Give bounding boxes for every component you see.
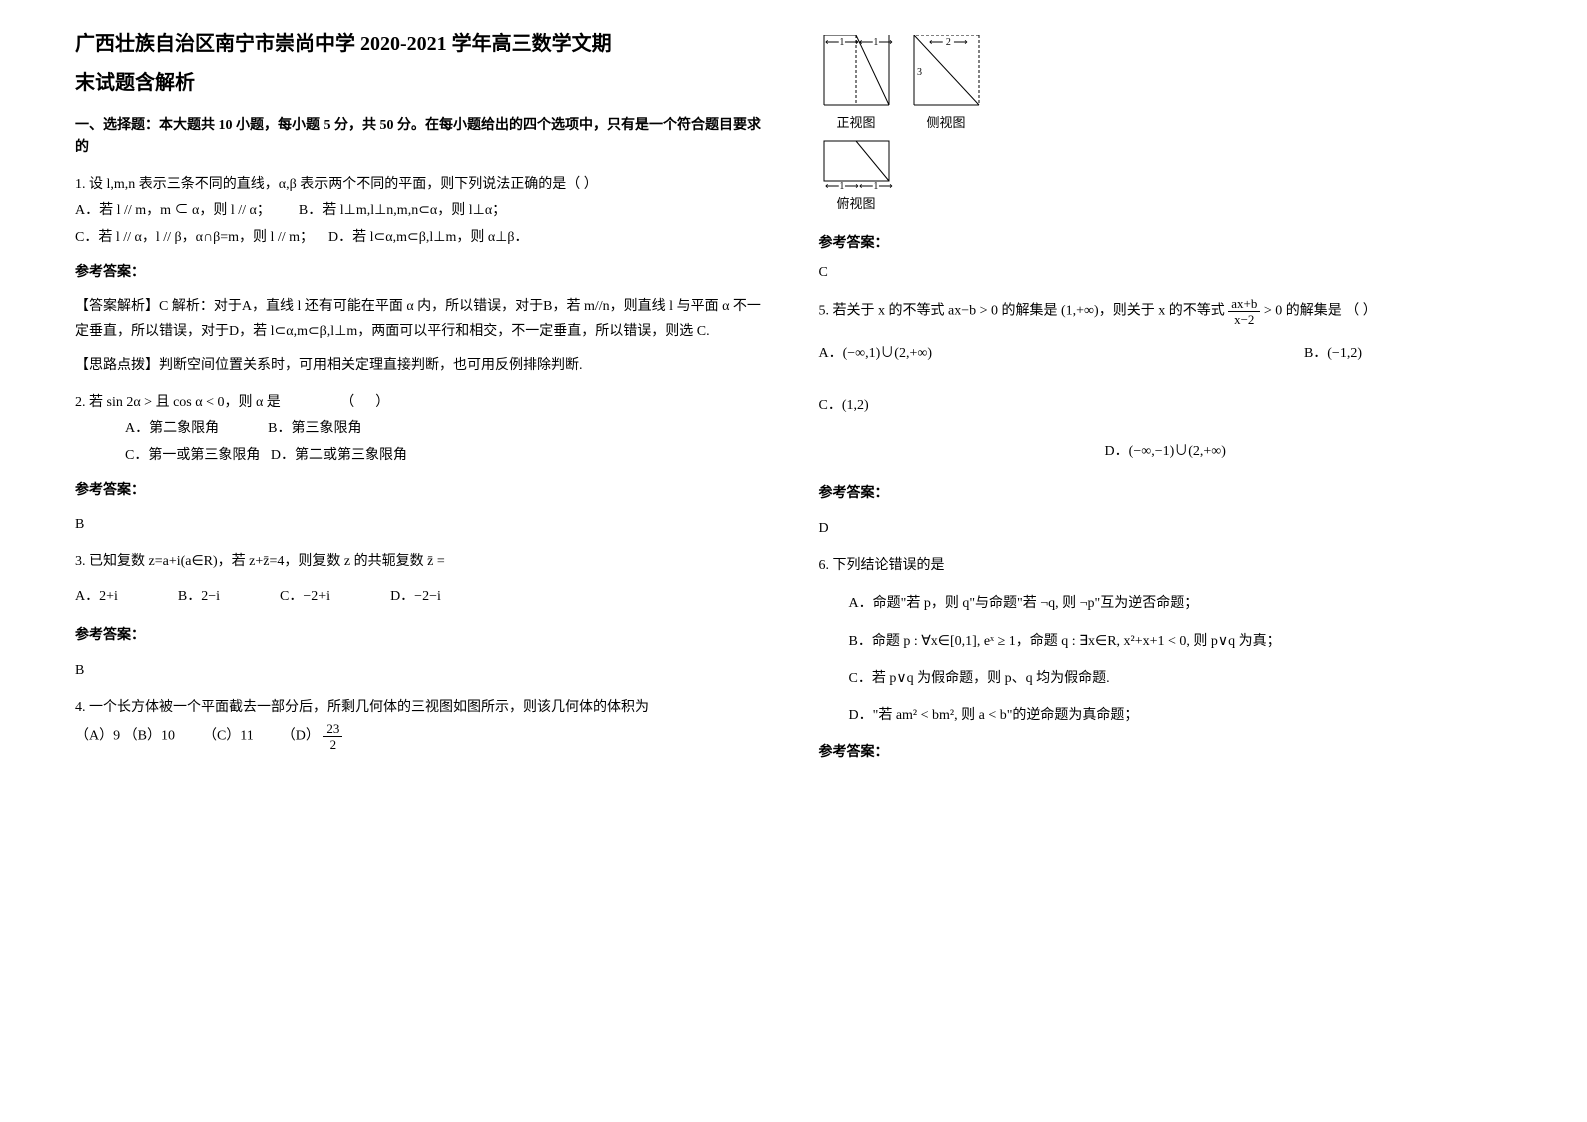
q3-option-c: C．−2+i xyxy=(280,584,330,611)
q1-option-d: D．若 l⊂α,m⊂β,l⊥m，则 α⊥β． xyxy=(328,230,528,245)
question-3: 3. 已知复数 z=a+i(a∈R)，若 z+z̄=4，则复数 z 的共轭复数 … xyxy=(75,549,769,683)
question-5: 5. 若关于 x 的不等式 ax−b > 0 的解集是 (1,+∞)，则关于 x… xyxy=(819,297,1513,541)
top-view-label: 俯视图 xyxy=(836,193,875,212)
q3-text: 3. 已知复数 z=a+i(a∈R)，若 z+z̄=4，则复数 z 的共轭复数 … xyxy=(75,549,769,576)
q5-option-d: D．(−∞,−1)∪(2,+∞) xyxy=(819,439,1513,466)
q2-answer: B xyxy=(75,512,769,537)
q4-option-a: （A）9 xyxy=(75,729,120,744)
q5-fraction: ax+b x−2 xyxy=(1228,297,1260,326)
q5-text-suffix: > 0 的解集是 （ ） xyxy=(1264,304,1377,319)
question-1: 1. 设 l,m,n 表示三条不同的直线，α,β 表示两个不同的平面，则下列说法… xyxy=(75,172,769,378)
svg-text:⟵1⟶: ⟵1⟶ xyxy=(825,181,859,191)
q6-option-c: C．若 p∨q 为假命题，则 p、q 均为假命题. xyxy=(819,666,1513,691)
q1-option-b: B．若 l⊥m,l⊥n,m,n⊂α，则 l⊥α； xyxy=(299,203,506,218)
section-header: 一、选择题：本大题共 10 小题，每小题 5 分，共 50 分。在每小题给出的四… xyxy=(75,115,769,160)
q4-option-c: （C）11 xyxy=(203,729,254,744)
top-view-svg: ⟵1⟶ ⟵1⟶ xyxy=(819,136,894,191)
front-view-label: 正视图 xyxy=(836,112,875,131)
svg-text:3: 3 xyxy=(917,67,922,78)
title-line2: 末试题含解析 xyxy=(75,66,769,95)
q3-option-a: A．2+i xyxy=(75,584,118,611)
q5-text-prefix: 5. 若关于 x 的不等式 ax−b > 0 的解集是 (1,+∞)，则关于 x… xyxy=(819,304,1229,319)
q6-text: 6. 下列结论错误的是 xyxy=(819,553,1513,580)
left-column: 广西壮族自治区南宁市崇尚中学 2020-2021 学年高三数学文期 末试题含解析… xyxy=(50,30,794,1092)
svg-text:⟵1⟶: ⟵1⟶ xyxy=(825,37,859,48)
title-line1: 广西壮族自治区南宁市崇尚中学 2020-2021 学年高三数学文期 xyxy=(75,30,769,58)
q3-answer: B xyxy=(75,658,769,683)
q5-option-a: A．(−∞,1)∪(2,+∞) xyxy=(819,346,933,361)
q4-answer-label: 参考答案： xyxy=(819,232,1513,252)
side-view-svg: ⟵ 2 ⟶ 3 xyxy=(909,35,984,110)
svg-text:⟵1⟶: ⟵1⟶ xyxy=(859,37,893,48)
q2-option-d: D．第二或第三象限角 xyxy=(271,448,407,463)
question-6: 6. 下列结论错误的是 A．命题"若 p，则 q"与命题"若 ¬q, 则 ¬p"… xyxy=(819,553,1513,767)
q5-answer-label: 参考答案： xyxy=(819,481,1513,508)
q4-option-d-prefix: （D） xyxy=(282,729,320,744)
q6-option-a: A．命题"若 p，则 q"与命题"若 ¬q, 则 ¬p"互为逆否命题； xyxy=(819,591,1513,616)
three-views-diagram: ⟵1⟶ ⟵1⟶ 正视图 ⟵ 2 ⟶ 3 侧视图 xyxy=(819,35,1513,217)
q1-answer-label: 参考答案： xyxy=(75,260,769,287)
q6-option-b: B．命题 p : ∀x∈[0,1], eˣ ≥ 1，命题 q : ∃x∈R, x… xyxy=(819,629,1513,654)
q6-answer-label: 参考答案： xyxy=(819,740,1513,767)
svg-text:⟵1⟶: ⟵1⟶ xyxy=(859,181,893,191)
q1-analysis-1: 【答案解析】C 解析：对于A，直线 l 还有可能在平面 α 内，所以错误，对于B… xyxy=(75,294,769,344)
q5-answer: D xyxy=(819,516,1513,541)
q2-option-b: B．第三象限角 xyxy=(268,421,361,436)
q3-option-d: D．−2−i xyxy=(390,584,441,611)
question-2: 2. 若 sin 2α > 且 cos α < 0，则 α 是 （ ） A．第二… xyxy=(75,390,769,538)
q1-analysis-2: 【思路点拨】判断空间位置关系时，可用相关定理直接判断，也可用反例排除判断. xyxy=(75,353,769,378)
q2-option-c: C．第一或第三象限角 xyxy=(125,448,260,463)
front-view-box: ⟵1⟶ ⟵1⟶ 正视图 xyxy=(819,35,894,131)
q3-answer-label: 参考答案： xyxy=(75,623,769,650)
right-column: ⟵1⟶ ⟵1⟶ 正视图 ⟵ 2 ⟶ 3 侧视图 xyxy=(794,30,1538,1092)
svg-text:⟵ 2 ⟶: ⟵ 2 ⟶ xyxy=(929,37,968,48)
front-view-svg: ⟵1⟶ ⟵1⟶ xyxy=(819,35,894,110)
q5-option-b: B．(−1,2) xyxy=(1304,341,1362,368)
q2-text: 2. 若 sin 2α > 且 cos α < 0，则 α 是 xyxy=(75,395,281,410)
q1-option-c: C．若 l // α，l // β，α∩β=m，则 l // m； xyxy=(75,230,314,245)
q2-option-a: A．第二象限角 xyxy=(125,421,219,436)
q4-option-d-fraction: 23 2 xyxy=(323,722,342,751)
q4-answer: C xyxy=(819,260,1513,285)
side-view-box: ⟵ 2 ⟶ 3 侧视图 xyxy=(909,35,984,131)
q5-option-c: C．(1,2) xyxy=(819,393,1513,420)
q1-text: 1. 设 l,m,n 表示三条不同的直线，α,β 表示两个不同的平面，则下列说法… xyxy=(75,172,769,199)
q4-text: 4. 一个长方体被一个平面截去一部分后，所剩几何体的三视图如图所示，则该几何体的… xyxy=(75,695,769,722)
q6-option-d: D．"若 am² < bm², 则 a < b"的逆命题为真命题； xyxy=(819,703,1513,728)
q4-option-b: （B）10 xyxy=(124,729,175,744)
q3-option-b: B．2−i xyxy=(178,584,220,611)
q2-answer-label: 参考答案： xyxy=(75,478,769,505)
question-4: 4. 一个长方体被一个平面截去一部分后，所剩几何体的三视图如图所示，则该几何体的… xyxy=(75,695,769,751)
top-view-box: ⟵1⟶ ⟵1⟶ 俯视图 xyxy=(819,136,894,212)
q1-option-a: A．若 l // m，m ⊂ α，则 l // α； xyxy=(75,203,271,218)
side-view-label: 侧视图 xyxy=(926,112,965,131)
